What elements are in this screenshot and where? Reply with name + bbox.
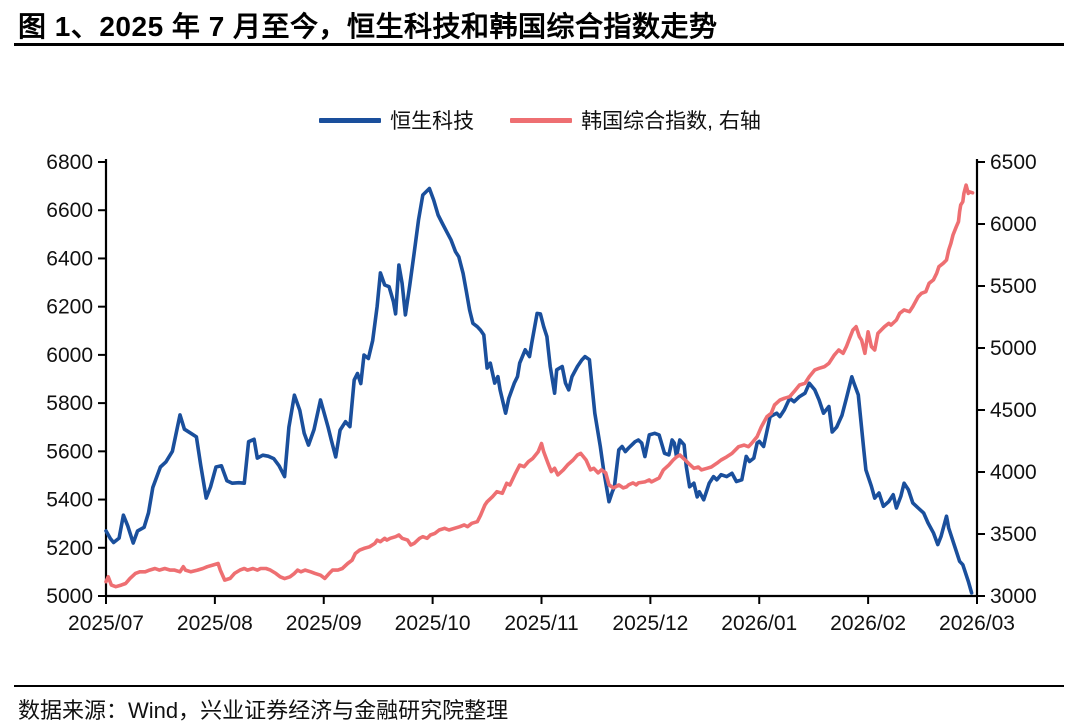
y-right-tick-label: 4000: [990, 461, 1037, 484]
legend-item-kospi: 韩国综合指数, 右轴: [510, 105, 761, 135]
series-line-hstech: [104, 186, 974, 595]
legend-line-swatch-kospi: [510, 117, 573, 123]
x-tick-label: 2025/11: [504, 612, 578, 635]
y-right-tick-label: 5500: [990, 275, 1037, 298]
x-tick-label: 2025/12: [612, 612, 688, 635]
figure-title: 图 1、2025 年 7 月至今，恒生科技和韩国综合指数走势: [18, 11, 718, 42]
y-right-tick-label: 6000: [990, 213, 1037, 236]
y-left-tick-label: 5400: [46, 489, 93, 512]
legend-line-swatch-hstech: [319, 117, 382, 123]
x-tick-label: 2025/07: [68, 612, 144, 635]
y-right-tick-label: 4500: [990, 399, 1037, 422]
y-left-tick-label: 5000: [46, 585, 93, 608]
y-left-tick-label: 6400: [46, 247, 93, 270]
chart-legend: 恒生科技 韩国综合指数, 右轴: [0, 105, 1080, 135]
y-left-tick-label: 5200: [46, 537, 93, 560]
x-tick-label: 2025/09: [286, 612, 362, 635]
legend-item-hstech: 恒生科技: [319, 105, 474, 135]
y-left-tick-label: 6200: [46, 296, 93, 319]
y-right-tick-label: 3000: [990, 585, 1037, 608]
y-left-tick-label: 5800: [46, 392, 93, 415]
legend-label-kospi: 韩国综合指数, 右轴: [581, 110, 761, 133]
x-tick-label: 2026/03: [939, 612, 1015, 635]
source-note: 数据来源：Wind，兴业证券经济与金融研究院整理: [18, 698, 509, 723]
y-left-tick-label: 6000: [46, 344, 93, 367]
y-right-tick-label: 5000: [990, 337, 1037, 360]
x-tick-label: 2025/08: [177, 612, 253, 635]
footer-rule: [14, 685, 1064, 687]
title-rule: [14, 43, 1064, 46]
legend-label-hstech: 恒生科技: [390, 110, 475, 133]
y-right-tick-label: 3500: [990, 523, 1037, 546]
y-left-tick-label: 5600: [46, 440, 93, 463]
y-left-tick-label: 6800: [46, 151, 93, 174]
y-right-tick-label: 6500: [990, 151, 1037, 174]
x-tick-label: 2026/02: [830, 612, 906, 635]
x-tick-label: 2025/10: [395, 612, 471, 635]
y-left-tick-label: 6600: [46, 199, 93, 222]
series-line-kospi: [104, 183, 975, 589]
x-tick-label: 2026/01: [721, 612, 797, 635]
